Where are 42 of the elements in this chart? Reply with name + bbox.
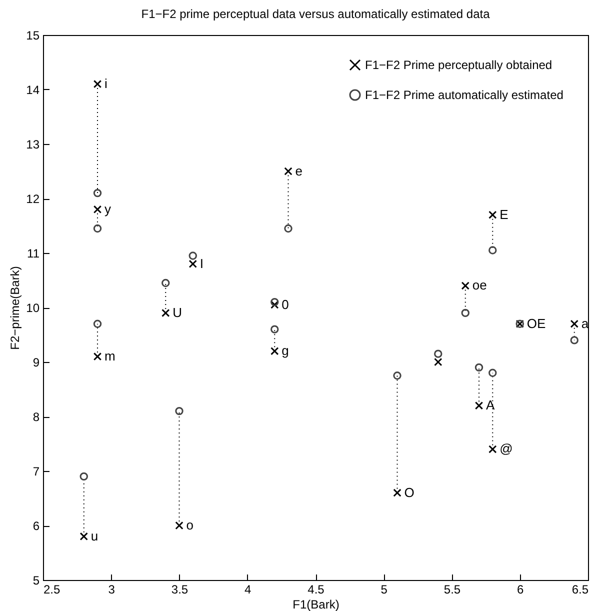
x-tick-label: 2.5	[44, 582, 61, 596]
annotation: y	[104, 201, 112, 216]
annotation: o	[186, 518, 194, 532]
annotation: U	[172, 304, 182, 320]
y-tick-label: 5	[32, 574, 40, 588]
x-tick-label: 3	[108, 582, 116, 596]
y-tick-label: 11	[27, 246, 40, 260]
annotation: E	[500, 206, 509, 222]
annotation: u	[90, 528, 98, 544]
annotation: O	[404, 484, 414, 500]
x-tick-label: 5	[380, 582, 388, 596]
annotation: i	[104, 76, 108, 92]
y-tick-label: 13	[26, 138, 40, 152]
y-tick-label: 12	[26, 192, 40, 206]
x-axis-title: F1(Bark)	[292, 598, 340, 611]
y-tick-label: 6	[32, 519, 40, 533]
annotation: A	[486, 398, 495, 413]
x-tick-label: 3.5	[171, 582, 188, 596]
x-tick-label: 6	[517, 582, 524, 596]
y-tick-label: 14	[26, 83, 40, 97]
x-tick-label: 5.5	[444, 582, 461, 596]
x-tick-label: 4	[244, 582, 252, 596]
legend-label: F1−F2 Prime automatically estimated	[365, 88, 564, 102]
chart-title: F1−F2 prime perceptual data versus automatically estimated data	[141, 7, 490, 21]
y-axis-title: F2−prime(Bark)	[8, 266, 22, 350]
y-tick-label: 8	[32, 410, 40, 424]
annotation: e	[295, 163, 302, 178]
annotation: 0	[282, 296, 289, 312]
y-tick-label: 15	[26, 28, 40, 42]
annotation: m	[104, 348, 116, 364]
y-tick-label: 9	[32, 356, 40, 370]
legend-label: F1−F2 Prime perceptually obtained	[365, 58, 552, 72]
y-tick-label: 7	[32, 464, 40, 478]
annotation: I	[200, 256, 204, 271]
annotation: oe	[472, 278, 487, 293]
annotation: @	[500, 441, 513, 456]
x-tick-label: 4.5	[308, 582, 325, 596]
annotation: g	[282, 343, 289, 358]
y-tick-label: 10	[26, 301, 40, 315]
annotation: a	[581, 316, 590, 331]
x-tick-label: 6.5	[572, 582, 589, 596]
annotation: OE	[526, 316, 546, 331]
